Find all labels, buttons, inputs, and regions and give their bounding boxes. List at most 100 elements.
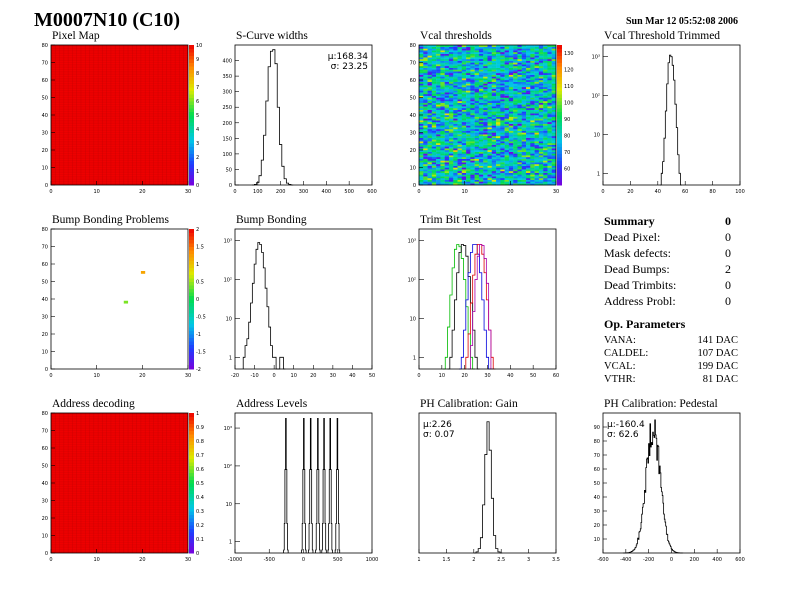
vcal_thr-cell (530, 57, 535, 60)
vcal_thr-cell (526, 139, 531, 142)
vcal_thr-cell (419, 76, 424, 79)
vcal_thr-cell (474, 151, 480, 154)
vcal_thr-cell (461, 90, 467, 93)
vcal_thr-cell (517, 178, 522, 180)
vcal_thr-cell (508, 92, 514, 95)
vcal_thr-cell (448, 178, 454, 180)
vcal_thr-cell (436, 62, 441, 65)
vcal_thr-cell (500, 104, 505, 107)
vcal_thr-cell (483, 150, 488, 152)
vcal_thr-cell (500, 106, 505, 109)
bump_map-colorbar-cell (189, 250, 194, 254)
addr_dec-colorbar-cell (189, 462, 194, 466)
vcal_thr-cell (487, 64, 492, 67)
vcal_thr-cell (431, 88, 437, 91)
vcal_thr-cell (457, 116, 463, 119)
ph_ped-ytick-label: 40 (594, 495, 600, 501)
vcal_thr-cell (496, 71, 501, 74)
vcal_thr-cell (440, 144, 445, 147)
vcal_thr-colorbar-cell (557, 181, 562, 186)
addr_dec-colorbar-cell (189, 430, 194, 435)
scurve-xtick-label: 300 (299, 189, 309, 195)
vcal_thr-cell (496, 66, 501, 68)
vcal_thr-cell (461, 111, 467, 114)
vcal_thr-cell (461, 125, 467, 128)
vcal_thr-cell (508, 176, 514, 179)
vcal_thr-cell (517, 69, 522, 72)
vcal_thr-cell (513, 109, 518, 112)
vcal_thr-cell (491, 176, 497, 179)
addr_lvl-ytick-label: 1 (229, 540, 232, 546)
vcal_thr-cell (547, 106, 552, 109)
ph_ped-stat-label: σ: 62.6 (607, 430, 639, 440)
vcal_thr-cell (526, 99, 531, 102)
vcal_thr-cell (534, 87, 540, 89)
vcal_thr-cell (543, 57, 548, 60)
vcal_thr-cell (436, 127, 441, 130)
vcal_thr-cell (466, 130, 471, 133)
vcal_thr-cell (513, 50, 518, 53)
op-param-value: 199 DAC (697, 361, 738, 372)
vcal_thr-cell (444, 66, 450, 68)
trim_bit-xtick-label: 40 (507, 373, 513, 379)
vcal_thr-cell (427, 171, 433, 173)
vcal_thr-cell (453, 101, 458, 103)
vcal_thr-cell (427, 113, 433, 116)
vcal_thr-cell (491, 118, 497, 121)
vcal_thr-cell (419, 50, 424, 53)
vcal_thr-cell (547, 115, 552, 117)
vcal_thr-cell (491, 59, 497, 61)
addr_dec-colorbar-label: 0.2 (196, 523, 204, 529)
vcal_thr-cell (487, 69, 492, 72)
vcal_thr-cell (513, 69, 518, 72)
vcal_thr-colorbar-cell (557, 122, 562, 126)
vcal_thr-cell (466, 151, 471, 154)
vcal_thr-cell (500, 111, 505, 114)
vcal_thr-cell (444, 69, 450, 72)
vcal_thr-cell (547, 123, 552, 126)
vcal_thr-cell (517, 90, 522, 93)
vcal_thr-cell (543, 155, 548, 158)
pixel_map-colorbar-cell (189, 160, 194, 165)
bump-ytick-label: 1 (229, 355, 232, 361)
vcal_thr-cell (543, 95, 548, 98)
vcal_thr-cell (500, 179, 505, 182)
ph_ped-ytick-label: 80 (594, 439, 600, 445)
vcal_thr-cell (457, 71, 463, 74)
vcal_thr-cell (478, 60, 484, 63)
vcal_thr-cell (491, 148, 497, 151)
vcal_thr-cell (521, 45, 527, 47)
vcal_thr-cell (513, 155, 518, 158)
vcal_thr-cell (419, 78, 424, 81)
vcal_thr-cell (521, 69, 527, 72)
bump_map-colorbar-cell (189, 355, 194, 359)
vcal_thr-cell (504, 50, 510, 53)
vcal_thr-cell (474, 108, 480, 110)
vcal_thr-cell (478, 108, 484, 110)
vcal_thr-cell (530, 99, 535, 102)
vcal_thr-cell (547, 153, 552, 156)
vcal_thr-cell (483, 62, 488, 65)
vcal_thr-cell (427, 116, 433, 119)
vcal_thr-cell (521, 74, 527, 77)
vcal_thr-cell (526, 181, 531, 184)
vcal_thr-cell (517, 81, 522, 84)
vcal_thr-cell (419, 67, 424, 70)
vcal_thr-cell (508, 62, 514, 65)
vcal_thr-cell (431, 141, 437, 144)
vcal_thr-cell (427, 85, 433, 88)
vcal_thr-cell (496, 45, 501, 47)
vcal_thr-cell (466, 64, 471, 67)
bump_map-colorbar-cell (189, 278, 194, 282)
vcal_thr-colorbar-cell (557, 108, 562, 112)
vcal_thr-cell (419, 179, 424, 182)
vcal_thr-cell (453, 141, 458, 144)
vcal_thr-cell (436, 176, 441, 179)
vcal_thr-cell (431, 181, 437, 184)
vcal_thr-cell (461, 60, 467, 63)
vcal_thr-cell (423, 90, 428, 93)
vcal_thr-cell (487, 115, 492, 117)
vcal_thr-cell (487, 136, 492, 138)
vcal_thr-cell (444, 52, 450, 54)
pixel_map-colorbar-cell (189, 83, 194, 88)
